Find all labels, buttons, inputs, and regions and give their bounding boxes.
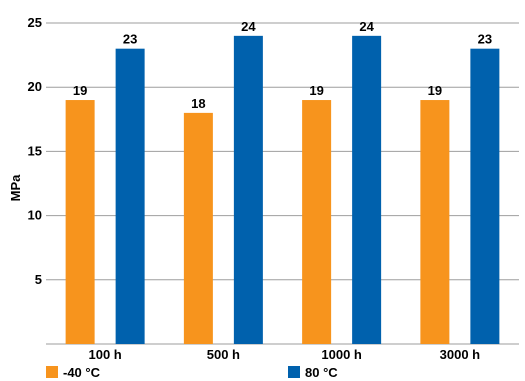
- data-label-s1-2: 24: [359, 19, 374, 34]
- legend-label-0: -40 °C: [63, 365, 101, 380]
- data-label-s1-0: 23: [123, 32, 137, 47]
- data-label-s0-3: 19: [428, 83, 442, 98]
- data-label-s0-0: 19: [73, 83, 87, 98]
- data-labels: 19 23 18 24 19 24 19 23: [73, 19, 492, 111]
- x-tick-labels: 100 h 500 h 1000 h 3000 h: [89, 347, 481, 362]
- data-label-s1-3: 23: [478, 32, 492, 47]
- bar-s0-1: [183, 112, 213, 344]
- y-tick-label-20: 20: [28, 79, 42, 94]
- legend-label-1: 80 °C: [305, 365, 338, 380]
- x-tick-label-2: 1000 h: [321, 347, 362, 362]
- y-axis-title: MPa: [8, 174, 23, 202]
- bar-s0-2: [302, 100, 332, 344]
- data-label-s0-2: 19: [309, 83, 323, 98]
- y-tick-label-25: 25: [28, 15, 42, 30]
- legend: -40 °C 80 °C: [46, 365, 338, 380]
- legend-swatch-1: [288, 366, 300, 378]
- bar-s1-0: [115, 48, 145, 345]
- y-tick-label-15: 15: [28, 143, 42, 158]
- y-tick-labels: 5 10 15 20 25: [28, 15, 42, 287]
- y-tick-label-5: 5: [35, 272, 42, 287]
- bar-s1-2: [352, 35, 382, 345]
- x-tick-label-0: 100 h: [89, 347, 122, 362]
- x-tick-label-3: 3000 h: [440, 347, 481, 362]
- bars: [65, 35, 500, 345]
- data-label-s0-1: 18: [191, 96, 205, 111]
- legend-swatch-0: [46, 366, 58, 378]
- bar-s0-3: [420, 100, 450, 344]
- bar-s1-3: [470, 48, 500, 345]
- y-tick-label-10: 10: [28, 208, 42, 223]
- bar-s1-1: [233, 35, 263, 345]
- x-tick-label-1: 500 h: [207, 347, 240, 362]
- bar-s0-0: [65, 100, 95, 344]
- data-label-s1-1: 24: [241, 19, 256, 34]
